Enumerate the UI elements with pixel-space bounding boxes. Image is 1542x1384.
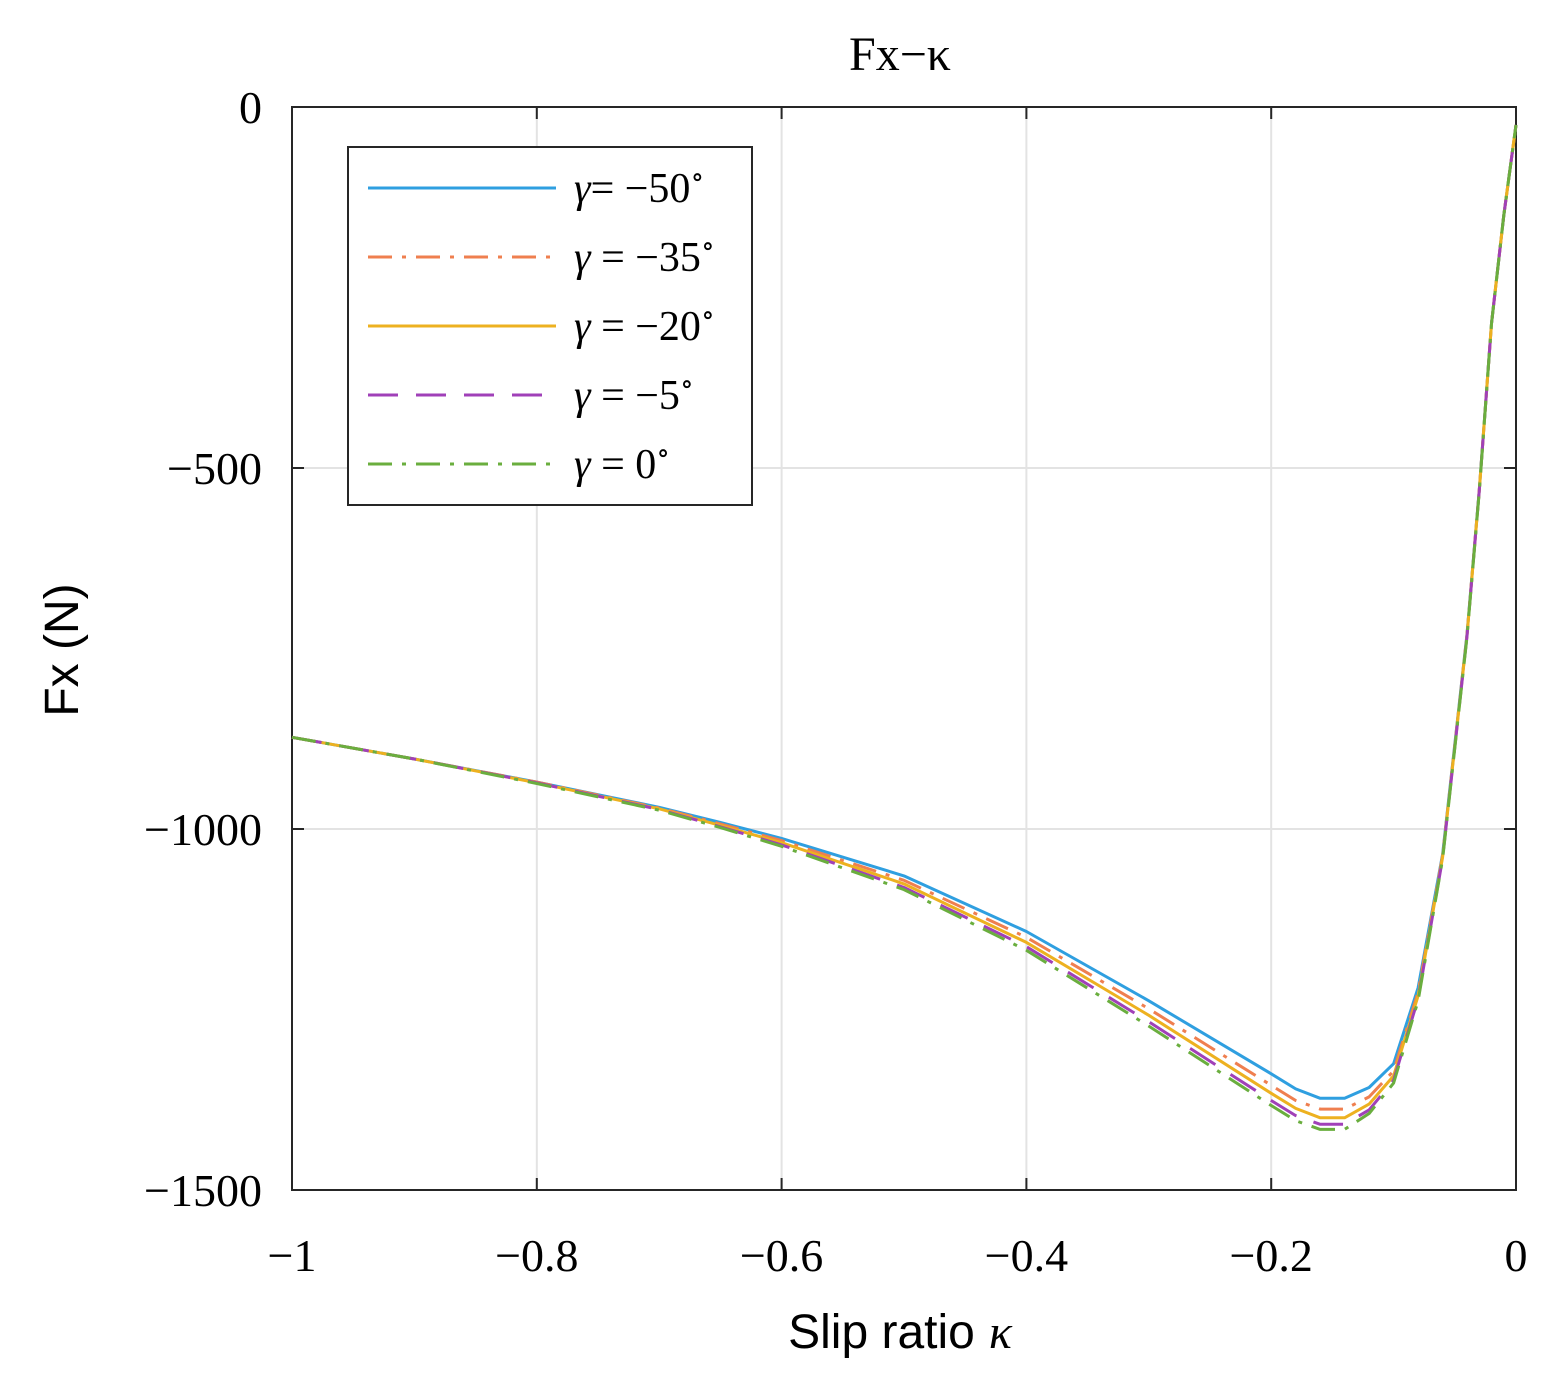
y-axis-label: Fx (N) [36, 583, 89, 716]
legend: γ= −50∘γ = −35∘γ = −20∘γ = −5∘γ = 0∘ [347, 146, 753, 506]
x-tick-label: −0.4 [985, 1230, 1068, 1281]
legend-items: γ= −50∘γ = −35∘γ = −20∘γ = −5∘γ = 0∘ [368, 162, 715, 488]
x-axis-label: Slip ratio κ [788, 1306, 1013, 1359]
legend-degree-sign: ∘ [680, 369, 694, 400]
x-tick-label: −0.8 [495, 1230, 578, 1281]
y-tick-label: 0 [239, 82, 262, 133]
legend-gamma-symbol: γ [574, 304, 592, 350]
legend-value: = −20 [591, 304, 701, 350]
legend-label: γ = −35∘ [574, 231, 715, 281]
plot-frame [291, 106, 1517, 1191]
legend-value: = −5 [591, 373, 680, 419]
y-tick-label: −500 [167, 443, 262, 494]
x-tick-label: −1 [268, 1230, 317, 1281]
legend-gamma-symbol: γ [574, 235, 592, 281]
legend-label: γ = 0∘ [574, 438, 670, 488]
legend-degree-sign: ∘ [701, 231, 715, 262]
legend-label: γ = −20∘ [574, 300, 715, 350]
y-tick-label: −1000 [144, 804, 262, 855]
legend-value: = −35 [591, 235, 701, 281]
legend-gamma-symbol: γ [574, 442, 592, 488]
legend-value: = 0 [591, 442, 657, 488]
legend-degree-sign: ∘ [690, 162, 704, 193]
series-lines [291, 124, 1518, 1131]
legend-degree-sign: ∘ [656, 438, 670, 469]
chart-title: Fx−κ [849, 28, 951, 81]
x-axis-label-text: Slip ratio [788, 1306, 975, 1359]
x-tick-label: −0.6 [740, 1230, 823, 1281]
legend-label: γ= −50∘ [574, 162, 704, 212]
legend-label: γ = −5∘ [574, 369, 694, 419]
y-tick-label: −1500 [144, 1165, 262, 1216]
x-axis-label-symbol: κ [989, 1306, 1013, 1359]
x-tick-label: −0.2 [1229, 1230, 1312, 1281]
legend-gamma-symbol: γ [574, 373, 592, 419]
x-axis-ticks: −1 −0.8 −0.6 −0.4 −0.2 0 [268, 107, 1528, 1281]
series-line [291, 124, 1518, 1131]
legend-degree-sign: ∘ [701, 300, 715, 331]
legend-value: = −50 [591, 166, 691, 212]
legend-gamma-symbol: γ [574, 166, 592, 212]
y-axis-ticks: 0 −500 −1000 −1500 [144, 82, 1516, 1216]
x-tick-label: 0 [1505, 1230, 1528, 1281]
